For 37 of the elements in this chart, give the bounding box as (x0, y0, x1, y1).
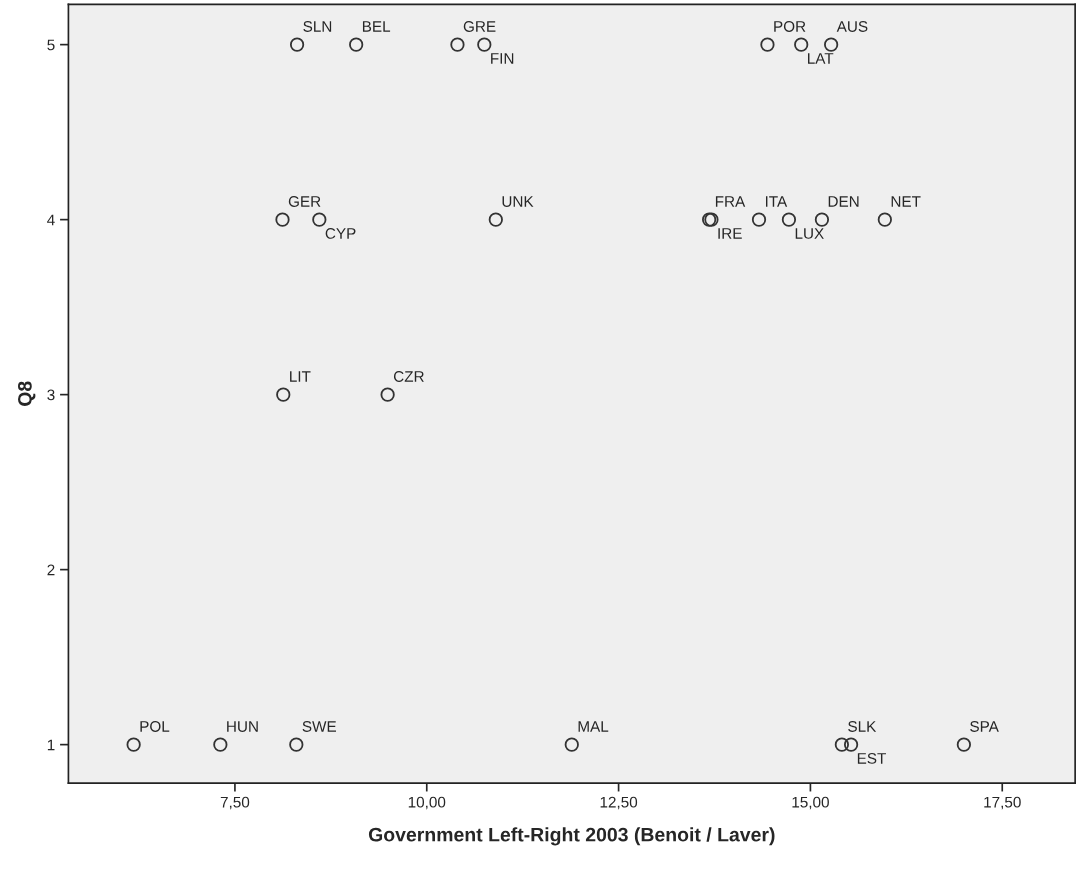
y-axis-title: Q8 (18, 381, 36, 406)
annotation: CYP (325, 228, 356, 239)
annotation: SLN (303, 21, 332, 32)
annotation: IRE (718, 228, 742, 239)
y-tick-label: 4 (47, 214, 55, 226)
x-tick-label: 17,50 (984, 796, 1021, 810)
annotation: UNK (502, 196, 534, 207)
x-axis-title: Government Left-Right 2003 (Benoit / Laver) (368, 827, 775, 846)
annotation: ITA (765, 196, 788, 207)
annotation: SPA (970, 721, 999, 732)
annotation: LUX (795, 228, 824, 239)
annotation: SWE (302, 721, 337, 732)
y-tick-label: 1 (47, 739, 55, 751)
annotation: HUN (227, 721, 258, 732)
x-tick-label: 7,50 (220, 796, 250, 810)
annotation: NET (891, 196, 921, 207)
annotation: POL (140, 721, 170, 732)
annotation: DEN (828, 196, 859, 207)
annotation: LAT (808, 53, 834, 64)
annotation: AUS (836, 21, 868, 32)
annotation: POR (774, 21, 806, 32)
annotation: SLK (848, 721, 877, 732)
x-tick-label: 12,50 (600, 796, 638, 810)
annotation: GRE (463, 21, 496, 32)
annotation: FIN (491, 53, 514, 64)
annotation: FRA (715, 196, 746, 207)
annotation: LIT (290, 371, 311, 382)
annotation: EST (857, 753, 886, 764)
annotation: CZR (393, 371, 424, 382)
y-tick-label: 2 (47, 564, 55, 576)
annotation: GER (288, 196, 321, 207)
annotation: BEL (362, 21, 391, 32)
x-tick-label: 10,00 (408, 796, 446, 810)
x-tick-label: 15,00 (792, 796, 829, 810)
y-tick-label: 3 (47, 389, 55, 401)
annotation: MAL (578, 721, 609, 732)
y-tick-label: 5 (47, 39, 55, 51)
